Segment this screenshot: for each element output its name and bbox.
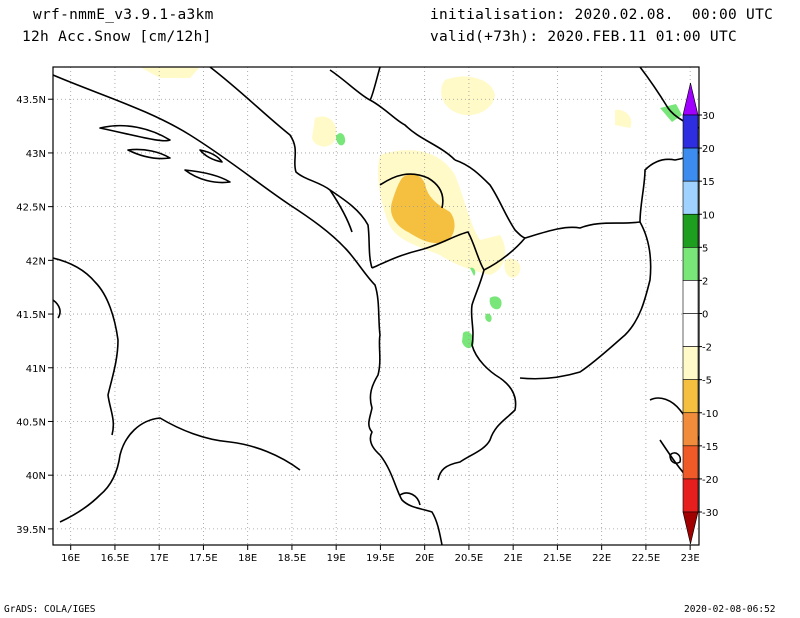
- snow-area-green: [470, 267, 476, 276]
- snow-area-green: [336, 133, 346, 146]
- lon-tick-label: 17.5E: [189, 553, 218, 564]
- snow-area-light: [312, 116, 337, 147]
- colorbar-label: 5: [702, 243, 708, 254]
- albania-east-border: [470, 269, 501, 379]
- aegean-island: [669, 452, 682, 464]
- colorbar-label: -15: [702, 442, 718, 453]
- colorbar-swatch: [682, 412, 699, 447]
- lat-tick-label: 40N: [26, 471, 46, 482]
- lon-tick-label: 23E: [681, 553, 700, 564]
- albania-kosovo-border: [371, 231, 485, 271]
- adriatic-east-coast: [53, 74, 381, 456]
- montenegro-border: [329, 189, 373, 269]
- lon-tick-label: 17E: [150, 553, 169, 564]
- albania-greece-border: [437, 377, 517, 481]
- lon-tick-label: 19.5E: [366, 553, 395, 564]
- colorbar-label: 10: [702, 210, 715, 221]
- italy-gulf-coast: [59, 417, 301, 523]
- colorbar-swatch: [682, 346, 699, 380]
- greece-coast: [379, 454, 443, 545]
- colorbar-swatch: [682, 213, 699, 248]
- dalmatian-island: [127, 148, 171, 160]
- dalmatian-island: [99, 124, 171, 142]
- lat-tick-label: 40.5N: [16, 417, 46, 428]
- lon-tick-label: 18E: [238, 553, 257, 564]
- north-macedonia-border: [483, 221, 652, 380]
- epirus-coast: [399, 492, 421, 506]
- colorbar-label: -10: [702, 409, 718, 420]
- croatia-inland-border: [209, 67, 353, 233]
- bosnia-serbia-border: [329, 69, 456, 161]
- colorbar-swatch: [682, 180, 699, 215]
- lon-tick-label: 18.5E: [278, 553, 307, 564]
- snow-area-green: [485, 313, 492, 322]
- model-title: wrf-nmmE_v3.9.1-a3km: [33, 7, 214, 23]
- lat-tick-label: 39.5N: [16, 525, 46, 536]
- lat-tick-label: 42.5N: [16, 203, 46, 214]
- snow-area-green: [489, 296, 502, 310]
- italy-coast: [53, 257, 119, 436]
- snow-area-green: [462, 331, 474, 349]
- colorbar-swatch: [682, 114, 699, 149]
- snow-area-green: [660, 104, 682, 122]
- lon-tick-label: 22.5E: [632, 553, 661, 564]
- serbia-east-border: [454, 159, 526, 239]
- colorbar-swatch: [682, 445, 699, 480]
- lon-tick-label: 20E: [415, 553, 434, 564]
- colorbar-swatch-bottom: [682, 511, 699, 545]
- colorbar-label: -2: [702, 343, 712, 354]
- italy-heel: [53, 299, 61, 319]
- coastlines-borders: [53, 67, 699, 545]
- lon-tick-label: 20.5E: [455, 553, 484, 564]
- valid-time: valid(+73h): 2020.FEB.11 01:00 UTC: [430, 29, 738, 45]
- colorbar-swatch: [682, 313, 699, 347]
- colorbar-swatch: [682, 147, 699, 182]
- plot-frame: [52, 66, 700, 546]
- lon-tick-label: 19E: [327, 553, 346, 564]
- lat-tick-label: 43.5N: [16, 95, 46, 106]
- montenegro-north-border: [379, 173, 444, 209]
- lat-tick-label: 41N: [26, 364, 46, 375]
- snow-area-light: [140, 67, 200, 78]
- colorbar-swatch: [682, 379, 699, 414]
- snow-area-light: [615, 109, 632, 128]
- colorbar-label: 20: [702, 144, 715, 155]
- creation-timestamp: 2020-02-08-06:52: [684, 604, 776, 615]
- snow-shading: [140, 67, 682, 349]
- colorbar-swatch: [682, 478, 699, 513]
- latitude-axis: 43.5N 43N 42.5N 42N 41.5N 41N 40.5N 40N 39.5N: [16, 95, 53, 536]
- dalmatian-island: [184, 169, 231, 184]
- danube-north-border: [369, 67, 381, 101]
- lon-tick-label: 21.5E: [543, 553, 572, 564]
- colorbar-label: -5: [702, 376, 712, 387]
- lon-tick-label: 16.5E: [101, 553, 130, 564]
- dalmatian-island: [199, 149, 223, 163]
- colorbar-swatch: [682, 280, 699, 314]
- longitude-axis: 16E 16.5E 17E 17.5E 18E 18.5E 19E 19.5E 20E 20.5E…: [61, 545, 700, 564]
- colorbar-label: 15: [702, 177, 715, 188]
- lat-tick-label: 42N: [26, 256, 46, 267]
- snow-area-medium: [390, 174, 455, 244]
- software-credit: GrADS: COLA/IGES: [4, 604, 96, 615]
- lon-tick-label: 16E: [61, 553, 80, 564]
- field-title: 12h Acc.Snow [cm/12h]: [22, 29, 212, 45]
- initialisation-time: initialisation: 2020.02.08. 00:00 UTC: [430, 7, 774, 23]
- snow-area-light: [441, 76, 495, 116]
- colorbar-label: -20: [702, 475, 718, 486]
- colorbar-label: 2: [702, 276, 708, 287]
- colorbar-label: 30: [702, 111, 715, 122]
- lat-tick-label: 43N: [26, 149, 46, 160]
- colorbar-label: 0: [702, 310, 708, 321]
- snow-area-light: [504, 258, 521, 278]
- colorbar-label: -30: [702, 508, 718, 519]
- lon-tick-label: 22E: [592, 553, 611, 564]
- lat-tick-label: 41.5N: [16, 310, 46, 321]
- lon-tick-label: 21E: [504, 553, 523, 564]
- colorbar-swatch: [682, 247, 699, 281]
